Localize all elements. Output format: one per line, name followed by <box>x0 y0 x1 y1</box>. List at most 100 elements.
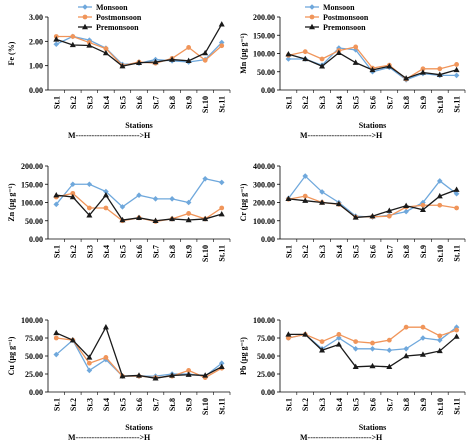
y-tick-label: 200.00 <box>21 162 43 171</box>
x-tick-label-st-6: St.6 <box>135 398 144 411</box>
data-point-premonsoon-st-2 <box>69 41 76 48</box>
data-point-monsoon-st-2 <box>70 181 76 188</box>
data-point-postmonsoon-st-10 <box>437 333 443 339</box>
data-point-premonsoon-st-6 <box>136 59 142 65</box>
gradient-label: M------------------------>H <box>68 131 151 140</box>
data-point-postmonsoon-st-1 <box>286 335 291 341</box>
data-point-premonsoon-st-4 <box>102 192 109 198</box>
data-point-postmonsoon-st-3 <box>86 360 92 366</box>
data-point-premonsoon-st-9 <box>419 206 426 212</box>
data-point-monsoon-st-5 <box>119 204 126 210</box>
data-point-monsoon-st-7 <box>152 196 159 202</box>
data-point-monsoon-st-1 <box>285 56 292 62</box>
x-tick-label-st-4: St.4 <box>102 398 111 411</box>
data-point-premonsoon-st-5 <box>119 62 126 69</box>
gradient-label: M------------------------>H <box>300 433 383 442</box>
data-point-monsoon-st-9 <box>185 199 192 206</box>
y-tick-label: 50.00 <box>25 217 43 226</box>
series-line-monsoon <box>287 175 457 218</box>
data-point-premonsoon-st-10 <box>202 215 209 222</box>
x-tick-label-st-11: St.11 <box>453 398 462 415</box>
x-tick-label-st-11: St.11 <box>218 96 227 113</box>
y-tick-label: 150.00 <box>253 31 275 40</box>
data-point-postmonsoon-st-5 <box>353 44 359 50</box>
data-point-postmonsoon-st-9 <box>186 45 192 50</box>
x-tick-label-st-5: St.5 <box>352 96 361 109</box>
x-axis-label: Stations <box>359 423 387 432</box>
data-point-postmonsoon-st-9 <box>186 211 192 216</box>
data-point-postmonsoon-st-2 <box>302 193 308 199</box>
legend-marker-monsoon <box>82 4 88 10</box>
data-point-monsoon-st-6 <box>136 192 142 198</box>
series-line-monsoon <box>288 47 457 81</box>
y-axis-label: Fe (%) <box>7 41 16 65</box>
data-point-premonsoon-st-3 <box>86 354 93 360</box>
x-tick-label-st-3: St.3 <box>318 245 327 258</box>
data-point-premonsoon-st-7 <box>152 58 159 65</box>
x-tick-label-st-10: St.10 <box>201 398 210 415</box>
x-tick-label-st-5: St.5 <box>118 245 127 258</box>
data-point-postmonsoon-st-9 <box>420 66 426 72</box>
series-premonsoon <box>53 324 225 381</box>
y-tick-label: 100.00 <box>253 316 275 325</box>
y-tick-label: 0.00 <box>261 86 275 95</box>
x-tick-label-st-4: St.4 <box>335 96 344 109</box>
x-tick-label-st-10: St.10 <box>436 96 445 113</box>
x-tick-label-st-9: St.9 <box>419 96 428 109</box>
y-tick-label: 100.00 <box>253 217 275 226</box>
data-point-premonsoon-st-3 <box>86 212 93 218</box>
chart-panel-6: 0.00 25.00 50.00 75.00 100.00 St.1 St.2 St.3 St.… <box>239 316 466 442</box>
y-tick-label: 300.00 <box>253 180 275 189</box>
data-point-postmonsoon-st-11 <box>454 327 459 333</box>
data-point-monsoon-st-11 <box>453 190 460 197</box>
data-point-postmonsoon-st-4 <box>103 355 109 360</box>
data-point-monsoon-st-7 <box>386 347 393 354</box>
data-point-postmonsoon-st-11 <box>454 62 459 67</box>
data-point-premonsoon-st-10 <box>436 347 443 354</box>
x-tick-label-st-4: St.4 <box>102 245 111 258</box>
data-point-premonsoon-st-11 <box>218 363 225 369</box>
legend-label-premonsoon: Premonsoon <box>323 23 366 32</box>
y-tick-label: 75.00 <box>257 334 275 343</box>
legend-label-postmonsoon: Postmonsoon <box>323 13 369 22</box>
x-tick-label-st-10: St.10 <box>436 398 445 415</box>
data-point-monsoon-st-11 <box>453 72 460 79</box>
data-point-premonsoon-st-1 <box>53 192 60 198</box>
data-point-premonsoon-st-11 <box>218 210 225 217</box>
y-tick-label: 100.00 <box>253 50 275 59</box>
data-point-postmonsoon-st-7 <box>386 337 392 343</box>
data-point-premonsoon-st-4 <box>102 324 109 330</box>
x-tick-label-st-9: St.9 <box>185 245 194 258</box>
y-tick-label: 1.00 <box>29 62 43 71</box>
data-point-postmonsoon-st-10 <box>437 202 443 208</box>
x-axis-label: Stations <box>359 121 387 130</box>
data-point-premonsoon-st-8 <box>169 372 176 378</box>
data-point-monsoon-st-2 <box>302 173 309 179</box>
chart-panel-2: 0.00 50.00 100.00 150.00 200.00 St.1 St.2 St.3 S… <box>239 3 466 140</box>
series-postmonsoon <box>286 44 459 82</box>
x-tick-label-st-10: St.10 <box>436 245 445 262</box>
data-point-postmonsoon-st-3 <box>319 56 325 62</box>
y-tick-label: 0.00 <box>29 86 43 95</box>
data-point-postmonsoon-st-10 <box>202 57 208 63</box>
legend-marker-premonsoon <box>82 23 88 30</box>
data-point-premonsoon-st-3 <box>319 63 326 69</box>
x-tick-label-st-4: St.4 <box>102 96 111 109</box>
data-point-premonsoon-st-10 <box>436 192 443 199</box>
x-tick-label-st-3: St.3 <box>85 398 94 411</box>
series-premonsoon <box>285 186 460 220</box>
y-axis-label: Cr (µg g⁻¹) <box>239 183 248 221</box>
x-tick-label-st-5: St.5 <box>118 96 127 109</box>
x-tick-label-st-9: St.9 <box>419 245 428 258</box>
data-point-postmonsoon-st-11 <box>219 43 225 49</box>
x-tick-label-st-7: St.7 <box>152 245 161 258</box>
series-premonsoon <box>53 21 225 69</box>
data-point-premonsoon-st-2 <box>302 331 309 337</box>
legend-marker-postmonsoon <box>309 14 315 20</box>
data-point-premonsoon-st-10 <box>436 71 443 77</box>
y-tick-label: 2.00 <box>29 37 43 46</box>
data-point-postmonsoon-st-3 <box>319 339 325 344</box>
data-point-premonsoon-st-6 <box>369 362 376 369</box>
data-point-postmonsoon-st-9 <box>186 368 192 373</box>
